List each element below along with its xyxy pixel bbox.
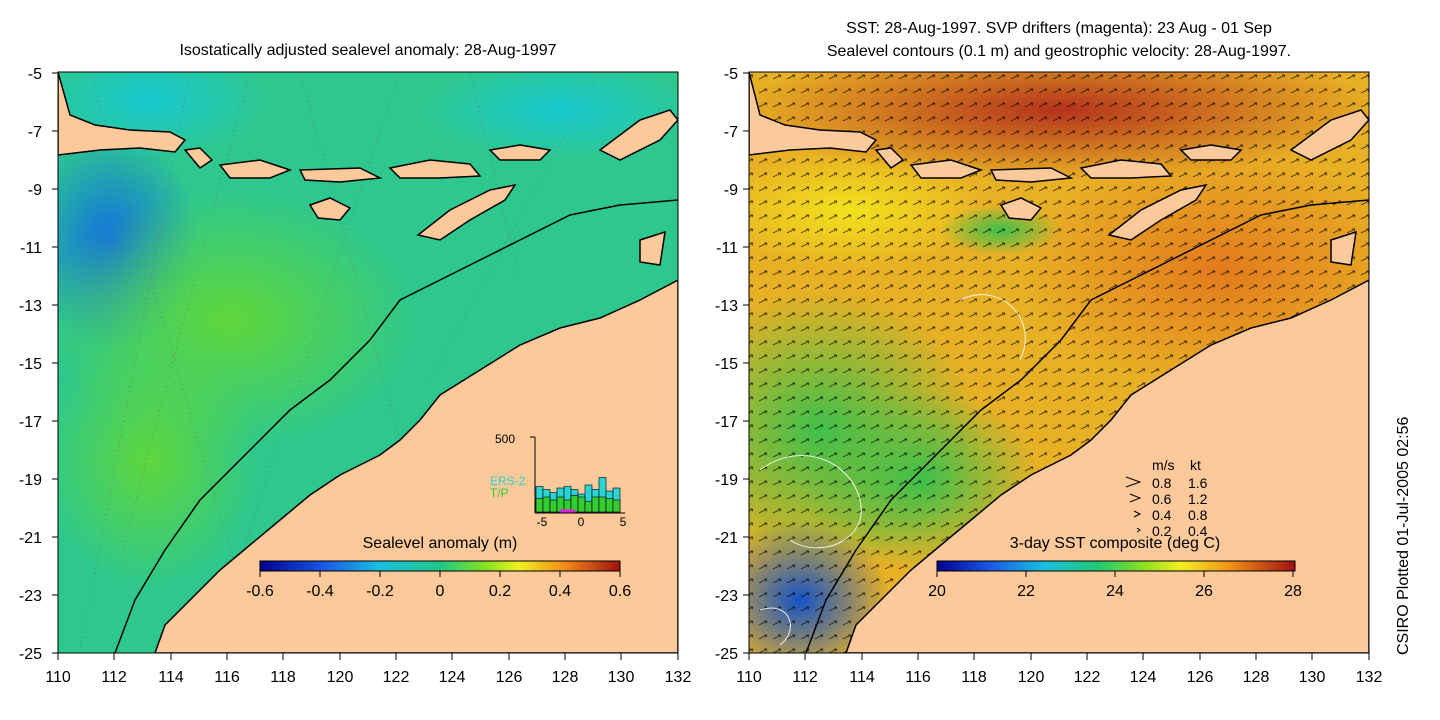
lon-tick: 112 <box>792 669 818 686</box>
lat-tick: -25 <box>19 646 42 663</box>
lon-tick: 128 <box>1243 669 1270 686</box>
lon-tick: 120 <box>1018 669 1045 686</box>
lat-tick: -9 <box>724 182 738 199</box>
lon-tick: 132 <box>665 669 692 686</box>
legend-kt-value: 0.8 <box>1188 507 1208 523</box>
histogram-bar-tp <box>584 501 593 513</box>
right-map-title-line2: Sealevel contours (0.1 m) and geostrophi… <box>826 43 1292 60</box>
lon-tick: 130 <box>1299 669 1326 686</box>
histogram-bar-tp <box>598 496 607 513</box>
legend-ms-value: 0.2 <box>1152 523 1172 539</box>
lon-tick: 124 <box>1130 669 1157 686</box>
lon-tick: 112 <box>101 669 127 686</box>
lat-tick: -15 <box>715 356 738 373</box>
lat-tick: -17 <box>715 414 738 431</box>
sealevel-anomaly-map: -5 -7 -9 -11 -13 -15 -17 -19 -21 -23 -25… <box>19 66 692 686</box>
lon-tick: 116 <box>214 669 240 686</box>
sla-colorbar-label: Sealevel anomaly (m) <box>363 535 518 552</box>
histogram-bar-tp <box>591 496 600 513</box>
sst-map: -5 -7 -9 -11 -13 -15 -17 -19 -21 -23 -25… <box>715 66 1383 686</box>
lat-tick: -21 <box>715 530 738 547</box>
right-map-title-line1: SST: 28-Aug-1997. SVP drifters (magenta)… <box>846 20 1272 37</box>
sst-colorbar-tick: 22 <box>1017 583 1035 600</box>
legend-kt-value: 0.4 <box>1188 523 1208 539</box>
lat-tick: -23 <box>715 588 738 605</box>
histogram-bar-tp <box>542 496 551 513</box>
lon-tick: 126 <box>1187 669 1214 686</box>
lon-tick: 116 <box>905 669 931 686</box>
legend-kt-value: 1.6 <box>1188 475 1208 491</box>
sla-colorbar-tick: 0.4 <box>549 583 571 600</box>
histogram-y-max: 500 <box>495 432 515 446</box>
sst-colorbar-label: 3-day SST composite (deg C) <box>1010 535 1220 552</box>
legend-header-kt: kt <box>1190 457 1201 473</box>
velocity-legend: m/s kt 0.8 1.6 0.6 1.2 0.4 0.8 0.2 0.4 <box>1125 457 1208 539</box>
lon-tick: 130 <box>608 669 635 686</box>
lat-tick: -5 <box>28 66 42 83</box>
lon-tick: 132 <box>1356 669 1383 686</box>
legend-ms-value: 0.6 <box>1152 491 1172 507</box>
lat-tick: -7 <box>28 124 42 141</box>
sla-colorbar-tick: -0.2 <box>366 583 394 600</box>
left-map-title: Isostatically adjusted sealevel anomaly:… <box>179 42 557 59</box>
lat-tick: -17 <box>19 414 42 431</box>
sst-colorbar-tick: 26 <box>1195 583 1213 600</box>
lat-tick: -11 <box>716 240 738 257</box>
sla-colorbar-tick: -0.4 <box>306 583 334 600</box>
lat-tick: -13 <box>715 298 738 315</box>
lon-tick: 122 <box>383 669 410 686</box>
sst-colorbar-tick: 28 <box>1284 583 1302 600</box>
lon-tick: 124 <box>439 669 466 686</box>
plot-credit: CSIRO Plotted 01-Jul-2005 02:56 <box>1395 416 1412 655</box>
histogram-bar-tp <box>549 499 558 513</box>
lat-tick: -25 <box>715 646 738 663</box>
histogram-label-ers2: ERS-2 <box>490 474 526 488</box>
lat-tick: -13 <box>19 298 42 315</box>
lat-tick: -7 <box>724 124 738 141</box>
lon-tick: 114 <box>849 669 875 686</box>
lat-tick: -23 <box>19 588 42 605</box>
histogram-bar-tp <box>577 496 586 513</box>
sst-colorbar-tick: 24 <box>1106 583 1124 600</box>
lon-tick: 128 <box>552 669 579 686</box>
lat-tick: -21 <box>19 530 42 547</box>
histogram-bar-tp <box>612 499 621 513</box>
lat-tick: -19 <box>715 472 738 489</box>
histogram-x-tick: -5 <box>537 515 548 529</box>
legend-ms-value: 0.4 <box>1152 507 1172 523</box>
legend-ms-value: 0.8 <box>1152 475 1172 491</box>
lat-tick: -19 <box>19 472 42 489</box>
lon-tick: 126 <box>496 669 523 686</box>
sla-colorbar-tick: 0 <box>436 583 445 600</box>
histogram-label-tp: T/P <box>490 486 509 500</box>
sla-colorbar-tick: 0.6 <box>609 583 631 600</box>
lat-tick: -9 <box>28 182 42 199</box>
lon-tick: 122 <box>1074 669 1101 686</box>
lon-tick: 120 <box>327 669 354 686</box>
lon-tick: 110 <box>736 669 762 686</box>
sla-colorbar <box>259 560 621 572</box>
sst-colorbar <box>936 560 1296 572</box>
histogram-x-tick: 5 <box>620 515 627 529</box>
sla-colorbar-tick: -0.6 <box>246 583 274 600</box>
lon-tick: 118 <box>961 669 987 686</box>
lat-tick: -11 <box>20 240 42 257</box>
histogram-bar-tp <box>605 498 614 513</box>
lon-tick: 114 <box>158 669 184 686</box>
histogram-x-tick: 0 <box>578 515 585 529</box>
track-histogram: 500 ERS-2 T/P -5 0 5 <box>490 432 627 529</box>
lat-tick: -15 <box>19 356 42 373</box>
legend-kt-value: 1.2 <box>1188 491 1208 507</box>
legend-header-ms: m/s <box>1152 457 1175 473</box>
lon-tick: 110 <box>45 669 71 686</box>
lon-tick: 118 <box>270 669 296 686</box>
lat-tick: -5 <box>724 66 738 83</box>
histogram-bar-tp <box>535 498 544 513</box>
sst-colorbar-tick: 20 <box>928 583 946 600</box>
sla-colorbar-tick: 0.2 <box>489 583 511 600</box>
